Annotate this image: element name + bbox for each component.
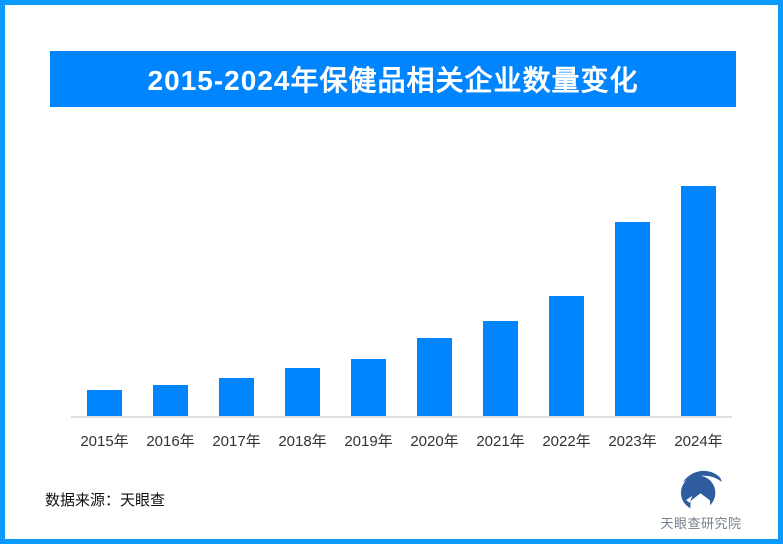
x-axis-tick-label: 2021年: [476, 433, 525, 450]
bar-2021年: [483, 321, 518, 416]
x-axis-labels: 2015年 2016年 2017年 2018年 2019年 2020年 2021年 2022年…: [71, 430, 732, 451]
title-banner: 2015-2024年保健品相关企业数量变化: [50, 51, 736, 107]
bar-2019年: [351, 359, 386, 416]
x-axis-line: [71, 416, 732, 418]
bar-2023年: [615, 222, 650, 416]
x-axis-tick-label: 2017年: [212, 433, 261, 450]
chart-title: 2015-2024年保健品相关企业数量变化: [147, 65, 639, 96]
bar-2022年: [549, 296, 584, 416]
x-axis-tick-label: 2020年: [410, 433, 459, 450]
x-axis-tick-label: 2023年: [608, 433, 657, 450]
x-axis-tick-label: 2015年: [80, 433, 129, 450]
x-axis-tick-label: 2024年: [674, 433, 723, 450]
bar-2020年: [417, 338, 452, 416]
x-axis-tick-label: 2022年: [542, 433, 591, 450]
brand-logo: 天眼查研究院: [653, 467, 749, 532]
x-axis-tick-label: 2016年: [146, 433, 195, 450]
data-source-label: 数据来源：天眼查: [45, 492, 166, 509]
x-axis-tick-label: 2019年: [344, 433, 393, 450]
bar-2016年: [153, 385, 188, 416]
x-axis-tick-label: 2018年: [278, 433, 327, 450]
bar-2017年: [219, 378, 254, 416]
brand-logo-label: 天眼查研究院: [660, 516, 742, 531]
bar-2024年: [681, 186, 716, 416]
bar-chart: [71, 186, 732, 416]
bar-2018年: [285, 368, 320, 416]
tianyancha-eye-icon: [680, 470, 722, 511]
bar-2015年: [87, 390, 122, 416]
